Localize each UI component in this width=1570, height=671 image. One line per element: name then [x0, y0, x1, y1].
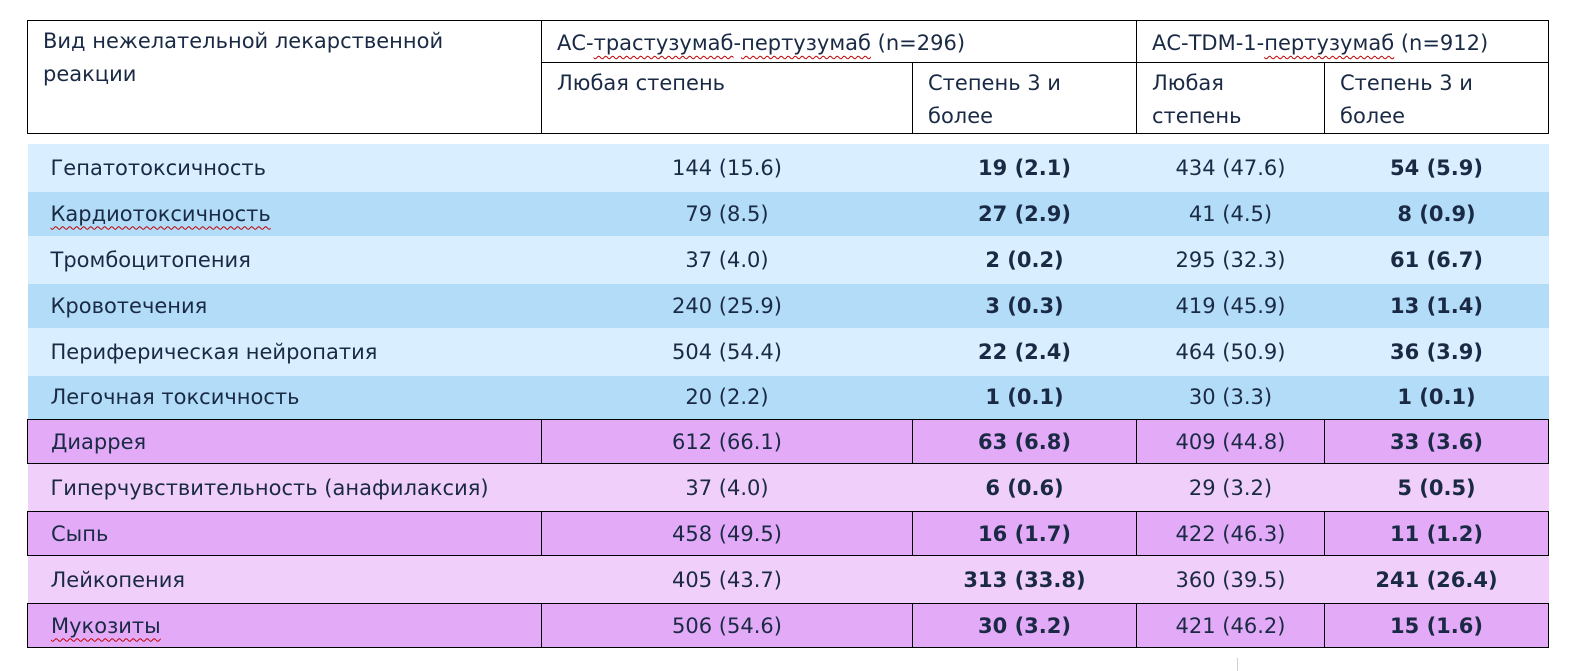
table-row: Сыпь 458 (49.5) 16 (1.7) 422 (46.3) 11 (…: [27, 511, 1549, 556]
g1-grade3-value: 22 (2.4): [912, 327, 1137, 376]
header-group2: АС-TDM-1-пертузумаб (n=912): [1136, 20, 1549, 63]
reaction-name: Гиперчувствительность (анафилаксия): [27, 463, 542, 512]
g1-any-value: 37 (4.0): [541, 463, 913, 512]
g2-grade3-value: 61 (6.7): [1324, 235, 1549, 284]
g1-any-value: 506 (54.6): [541, 603, 913, 648]
g2-grade3-value: 8 (0.9): [1324, 191, 1549, 236]
group1-prefix: АС-: [557, 31, 594, 55]
g1-any-value: 458 (49.5): [541, 511, 913, 556]
header-row-groups: Вид нежелательной лекарственной реакции …: [27, 20, 1549, 134]
g1-any-value: 240 (25.9): [541, 283, 913, 328]
table-row: Мукозиты 506 (54.6) 30 (3.2) 421 (46.2) …: [27, 603, 1549, 648]
reaction-name-text: Мукозиты: [51, 613, 161, 638]
group2-n: (n=912): [1394, 31, 1489, 55]
reaction-name: Гепатотоксичность: [27, 143, 542, 192]
g1-grade3-value: 6 (0.6): [912, 463, 1137, 512]
table-row: Периферическая нейропатия 504 (54.4) 22 …: [27, 327, 1549, 376]
g2-any-value: 360 (39.5): [1136, 555, 1325, 604]
g1-grade3-value: 19 (2.1): [912, 143, 1137, 192]
g2-grade3-value: 11 (1.2): [1324, 511, 1549, 556]
table-row: Легочная токсичность 20 (2.2) 1 (0.1) 30…: [27, 375, 1549, 420]
g2-any-value: 434 (47.6): [1136, 143, 1325, 192]
g1-grade3-value: 16 (1.7): [912, 511, 1137, 556]
g2-any-value: 464 (50.9): [1136, 327, 1325, 376]
adverse-reactions-table: Вид нежелательной лекарственной реакции …: [27, 20, 1549, 648]
reaction-name: Сыпь: [27, 511, 542, 556]
g1-grade3-value: 63 (6.8): [912, 419, 1137, 464]
g2-any-value: 295 (32.3): [1136, 235, 1325, 284]
header-g2-any-grade: Любая степень: [1136, 62, 1325, 134]
reaction-name: Периферическая нейропатия: [27, 327, 542, 376]
g1-grade3-value: 2 (0.2): [912, 235, 1137, 284]
spacer-row: [27, 133, 1549, 144]
g1-any-value: 612 (66.1): [541, 419, 913, 464]
table-row: Кровотечения 240 (25.9) 3 (0.3) 419 (45.…: [27, 283, 1549, 328]
table-row: Тромбоцитопения 37 (4.0) 2 (0.2) 295 (32…: [27, 235, 1549, 284]
g1-grade3-value: 1 (0.1): [912, 375, 1137, 420]
table-row: Гепатотоксичность 144 (15.6) 19 (2.1) 43…: [27, 143, 1549, 192]
reaction-name: Мукозиты: [27, 603, 542, 648]
table-row: Гиперчувствительность (анафилаксия) 37 (…: [27, 463, 1549, 512]
page-edge-line: [1237, 658, 1238, 671]
header-reaction-type-label: Вид нежелательной лекарственной реакции: [43, 29, 444, 86]
g2-any-value: 29 (3.2): [1136, 463, 1325, 512]
reaction-name: Лейкопения: [27, 555, 542, 604]
g1-grade3-value: 313 (33.8): [912, 555, 1137, 604]
g1-any-value: 37 (4.0): [541, 235, 913, 284]
g1-any-value: 405 (43.7): [541, 555, 913, 604]
g1-grade3-value: 3 (0.3): [912, 283, 1137, 328]
header-group1: АС-трастузумаб-пертузумаб (n=296): [541, 20, 1137, 63]
g2-any-value: 419 (45.9): [1136, 283, 1325, 328]
header-row-grades: Любая степень Степень 3 и более Любая ст…: [28, 62, 1549, 134]
g2-grade3-value: 54 (5.9): [1324, 143, 1549, 192]
header-reaction-type: Вид нежелательной лекарственной реакции: [27, 20, 542, 134]
reaction-name: Легочная токсичность: [27, 375, 542, 420]
table-row: Лейкопения 405 (43.7) 313 (33.8) 360 (39…: [27, 555, 1549, 604]
g2-any-value: 422 (46.3): [1136, 511, 1325, 556]
g1-any-value: 20 (2.2): [541, 375, 913, 420]
g2-grade3-value: 36 (3.9): [1324, 327, 1549, 376]
g1-any-value: 79 (8.5): [541, 191, 913, 236]
reaction-name: Диаррея: [27, 419, 542, 464]
group1-drug-a: трастузумаб: [593, 31, 734, 55]
group1-drug-b: пертузумаб: [741, 31, 871, 55]
g2-grade3-value: 15 (1.6): [1324, 603, 1549, 648]
reaction-name: Тромбоцитопения: [27, 235, 542, 284]
g2-grade3-value: 241 (26.4): [1324, 555, 1549, 604]
header-g2-grade3: Степень 3 и более: [1324, 62, 1549, 134]
reaction-name: Кардиотоксичность: [27, 191, 542, 236]
g1-any-value: 504 (54.4): [541, 327, 913, 376]
g1-grade3-value: 30 (3.2): [912, 603, 1137, 648]
g2-any-value: 409 (44.8): [1136, 419, 1325, 464]
g2-grade3-value: 1 (0.1): [1324, 375, 1549, 420]
g1-any-value: 144 (15.6): [541, 143, 913, 192]
table-row: Кардиотоксичность 79 (8.5) 27 (2.9) 41 (…: [27, 191, 1549, 236]
reaction-name-text: Кардиотоксичность: [50, 201, 271, 226]
table-row: Диаррея 612 (66.1) 63 (6.8) 409 (44.8) 3…: [27, 419, 1549, 464]
reaction-name: Кровотечения: [27, 283, 542, 328]
g1-grade3-value: 27 (2.9): [912, 191, 1137, 236]
g2-any-value: 421 (46.2): [1136, 603, 1325, 648]
header-g1-any-grade: Любая степень: [541, 62, 913, 134]
group2-prefix: АС-TDM-1-: [1152, 31, 1265, 55]
group1-dash: -: [733, 31, 742, 55]
header-g1-grade3: Степень 3 и более: [912, 62, 1137, 134]
g2-grade3-value: 33 (3.6): [1324, 419, 1549, 464]
g2-any-value: 41 (4.5): [1136, 191, 1325, 236]
g2-grade3-value: 13 (1.4): [1324, 283, 1549, 328]
group2-drug-b: пертузумаб: [1264, 31, 1395, 55]
group1-n: (n=296): [871, 31, 966, 55]
g2-any-value: 30 (3.3): [1136, 375, 1325, 420]
g2-grade3-value: 5 (0.5): [1324, 463, 1549, 512]
